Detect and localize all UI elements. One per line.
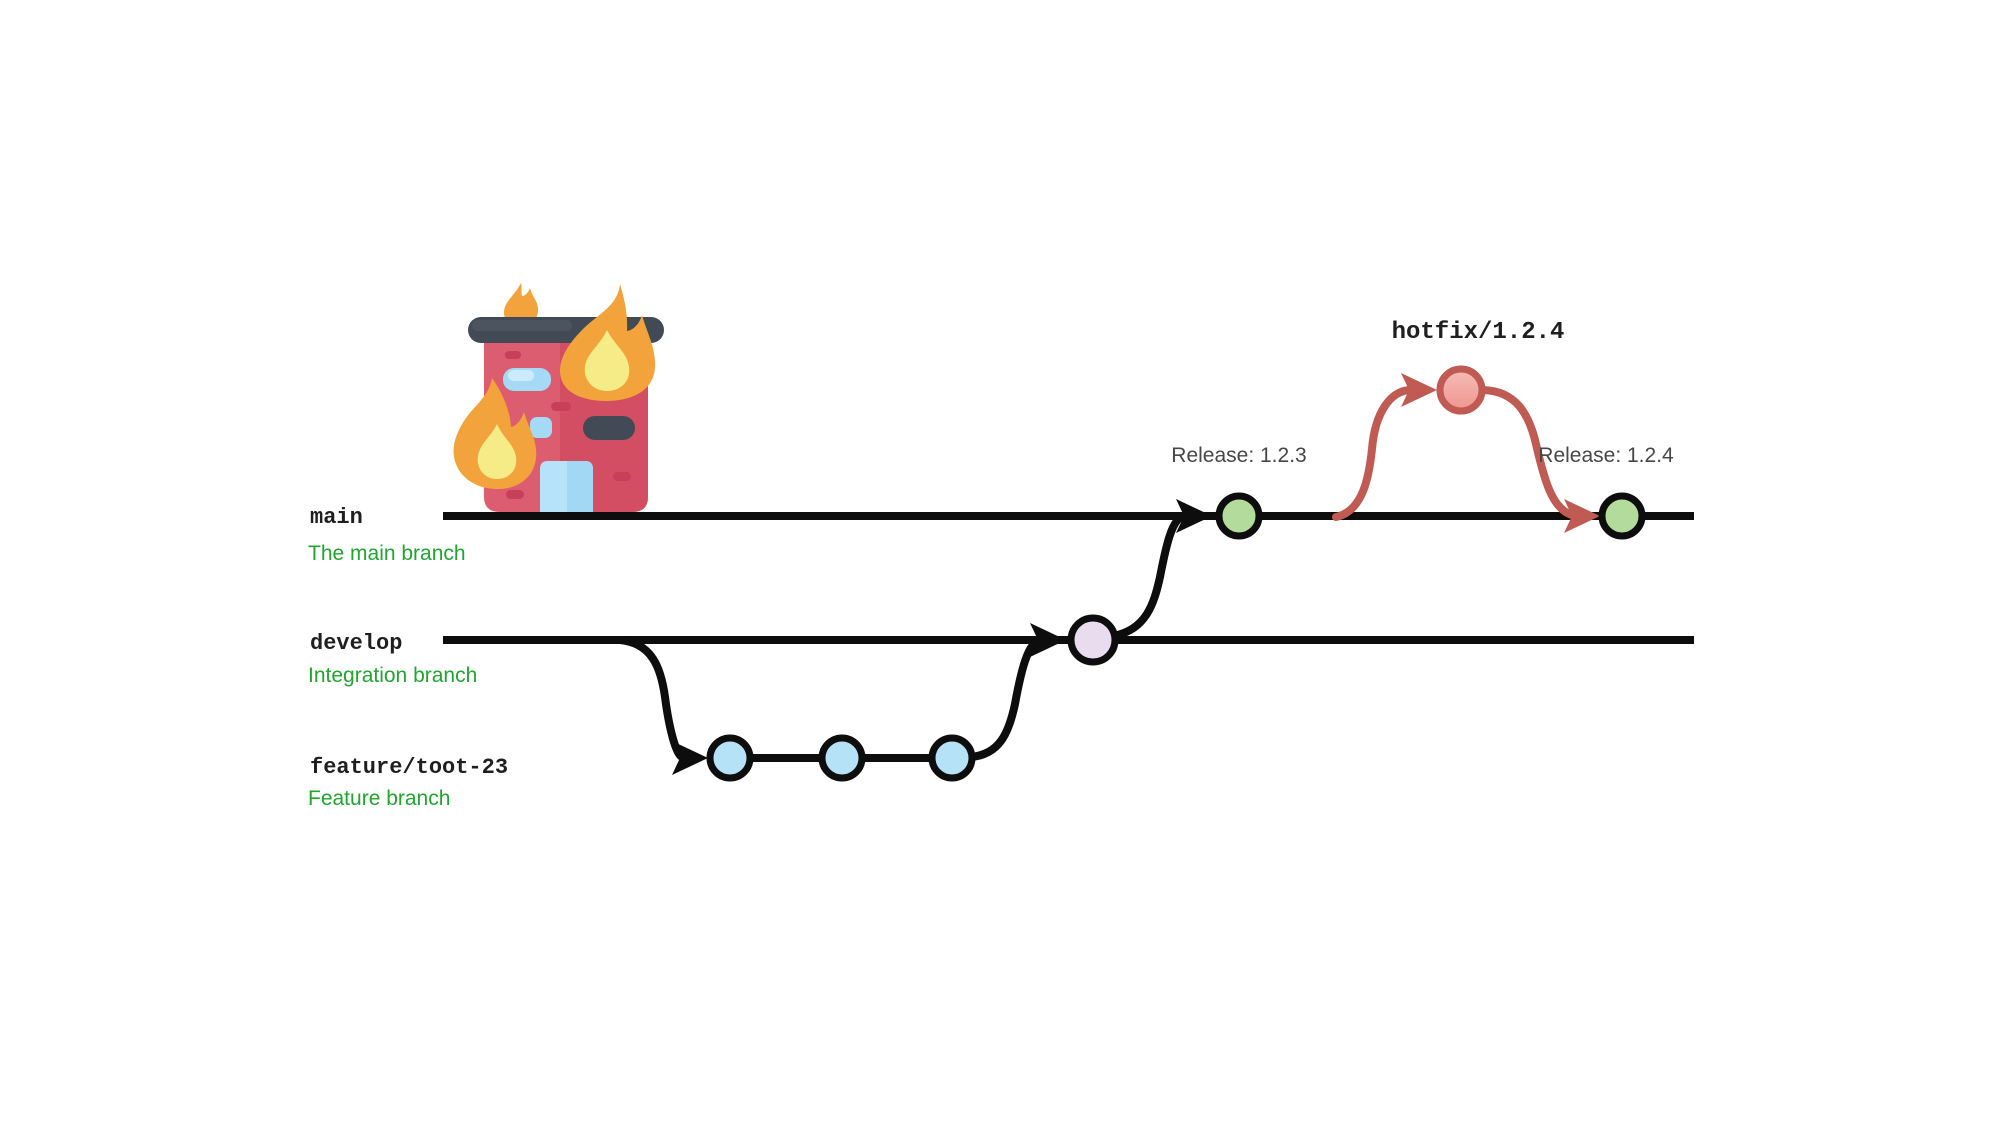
hotfix-merge-in-curve bbox=[1479, 386, 1576, 519]
hotfix-branch-out-curve bbox=[1332, 386, 1414, 521]
commit-release-1-2-3 bbox=[1215, 492, 1263, 540]
branch-curve-develop-to-feature bbox=[616, 636, 686, 761]
main-branch-label: main bbox=[310, 505, 363, 530]
door-pane bbox=[567, 461, 593, 512]
merge-curve-feature-to-develop bbox=[966, 636, 1044, 761]
brick bbox=[505, 351, 521, 359]
flame-icon bbox=[503, 283, 539, 326]
commit-hotfix bbox=[1436, 365, 1486, 415]
feature-branch-label: feature/toot-23 bbox=[310, 755, 508, 780]
flame-inner bbox=[584, 330, 630, 391]
brick bbox=[506, 490, 524, 499]
window-highlight bbox=[508, 370, 534, 381]
arrowhead-into-main bbox=[1176, 499, 1212, 533]
burning-building-icon bbox=[453, 283, 664, 512]
commit-develop-merge bbox=[1067, 614, 1119, 666]
arrowhead-into-develop bbox=[1030, 623, 1066, 657]
building-roof-highlight bbox=[472, 320, 572, 331]
hotfix-branch-label: hotfix/1.2.4 bbox=[1392, 319, 1565, 346]
arrowhead-into-hotfix-commit bbox=[1401, 373, 1437, 407]
feature-branch-subtitle: Feature branch bbox=[308, 787, 450, 810]
flame-inner bbox=[477, 424, 517, 479]
arrowhead-into-feature bbox=[672, 741, 708, 775]
release-1-2-4-label: Release: 1.2.4 bbox=[1538, 444, 1674, 467]
commit-feature-1 bbox=[706, 734, 754, 782]
release-1-2-3-label: Release: 1.2.3 bbox=[1171, 444, 1306, 467]
brick bbox=[551, 402, 571, 411]
develop-branch-subtitle: Integration branch bbox=[308, 664, 477, 687]
commit-feature-2 bbox=[818, 734, 866, 782]
window bbox=[530, 417, 552, 438]
develop-branch-label: develop bbox=[310, 631, 402, 656]
main-branch-subtitle: The main branch bbox=[308, 542, 466, 565]
brick bbox=[613, 472, 631, 481]
commit-release-1-2-4 bbox=[1598, 492, 1646, 540]
commit-feature-3 bbox=[928, 734, 976, 782]
dark-window bbox=[583, 416, 635, 440]
merge-curve-develop-to-main bbox=[1109, 512, 1188, 640]
arrowhead-hotfix-into-main bbox=[1564, 499, 1600, 533]
